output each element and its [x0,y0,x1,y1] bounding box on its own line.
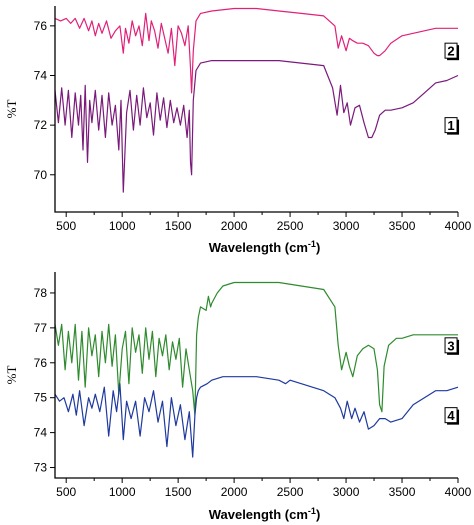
top-spectrum-panel: 500 1000 1500 2000 2500 3000 3500 4000 70 72 74 76 W… [4,6,472,255]
y-tick-label: 72 [34,118,48,132]
series-tag-box [444,407,458,424]
y-tick-label: 70 [34,168,48,182]
spectrum-line-4 [54,376,459,458]
y-tick-label: 77 [34,321,48,335]
y-tick-label: 75 [34,391,48,405]
y-axis-title: %T [4,366,19,385]
x-tick-label: 1500 [165,219,192,233]
x-tick-label: 2500 [277,485,304,499]
y-tick-label: 78 [34,286,48,300]
x-tick-label: 3500 [389,485,416,499]
x-tick-label: 4000 [445,485,472,499]
series-tag-box [444,117,458,134]
series-tag-2: 2 [444,42,460,61]
series-tag-4: 4 [444,407,460,425]
series-tag-box [444,337,458,354]
series-tag-label: 4 [447,408,455,423]
y-tick-label: 76 [34,356,48,370]
y-tick-label: 74 [34,426,48,440]
axes [54,272,458,479]
x-axis-title: Wavelength (cm-1) [209,506,321,522]
x-tick-label: 1500 [165,485,192,499]
x-tick-label: 3500 [389,219,416,233]
spectrum-line-3 [54,281,458,416]
x-tick-label: 1000 [109,485,136,499]
x-tick-label: 4000 [445,219,472,233]
axes [54,6,458,213]
series-tag-label: 2 [447,44,454,59]
y-tick-label: 76 [34,19,48,33]
series-tag-label: 3 [447,338,454,353]
x-tick-label: 3000 [333,485,360,499]
x-tick-label: 2500 [277,219,304,233]
x-tick-label: 3000 [333,219,360,233]
x-tick-label: 500 [56,485,76,499]
spectrum-line-1 [54,60,459,193]
bottom-spectrum-panel: 500 1000 1500 2000 2500 3000 3500 4000 73 74 75 76 7… [4,272,472,522]
y-tick-label: 73 [34,461,48,475]
y-axis-title: %T [4,100,19,119]
x-axis-title: Wavelength (cm-1) [209,239,321,255]
series-tag-3: 3 [444,337,460,355]
x-tick-label: 2000 [221,219,248,233]
x-tick-label: 500 [56,219,76,233]
series-tag-label: 1 [447,118,454,133]
x-tick-label: 2000 [221,485,248,499]
series-tag-1: 1 [444,117,460,135]
y-tick-label: 74 [34,68,48,82]
spectrum-line-2 [54,7,458,94]
series-tag-box [444,42,458,59]
x-tick-label: 1000 [109,219,136,233]
